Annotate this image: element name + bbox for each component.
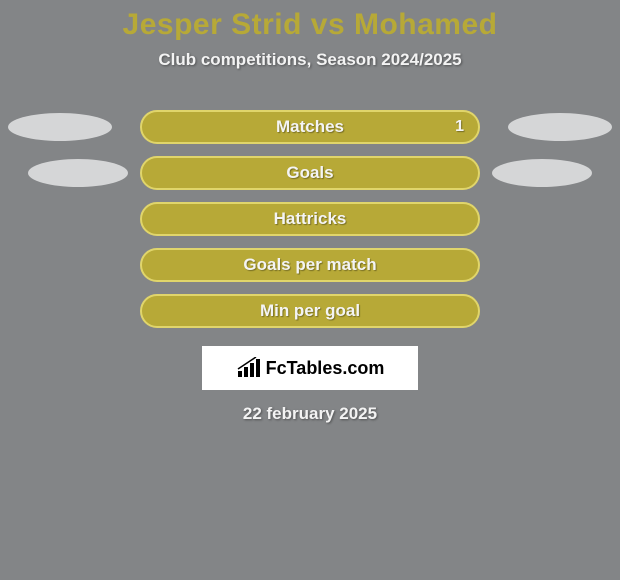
stat-row: Matches 1 bbox=[0, 110, 620, 144]
stat-row: Hattricks bbox=[0, 202, 620, 236]
page-title: Jesper Strid vs Mohamed bbox=[0, 0, 620, 42]
stat-row: Min per goal bbox=[0, 294, 620, 328]
stat-label: Goals bbox=[286, 163, 333, 183]
stat-label: Min per goal bbox=[260, 301, 360, 321]
logo-badge: FcTables.com bbox=[202, 346, 418, 390]
stat-bar: Goals per match bbox=[140, 248, 480, 282]
stat-label: Matches bbox=[276, 117, 344, 137]
date-text: 22 february 2025 bbox=[0, 404, 620, 424]
stat-bar: Min per goal bbox=[140, 294, 480, 328]
stat-label: Goals per match bbox=[243, 255, 376, 275]
stat-bar: Hattricks bbox=[140, 202, 480, 236]
left-ellipse bbox=[28, 159, 128, 187]
stat-row: Goals bbox=[0, 156, 620, 190]
stat-label: Hattricks bbox=[274, 209, 347, 229]
stat-row: Goals per match bbox=[0, 248, 620, 282]
stat-bar: Goals bbox=[140, 156, 480, 190]
stats-card: Jesper Strid vs Mohamed Club competition… bbox=[0, 0, 620, 580]
stat-value: 1 bbox=[455, 118, 464, 136]
subtitle: Club competitions, Season 2024/2025 bbox=[0, 50, 620, 70]
stat-bar: Matches 1 bbox=[140, 110, 480, 144]
right-ellipse bbox=[492, 159, 592, 187]
right-ellipse bbox=[508, 113, 612, 141]
stat-rows: Matches 1 Goals Hattricks Goals per match Min… bbox=[0, 110, 620, 328]
logo-chart-icon bbox=[236, 357, 262, 379]
left-ellipse bbox=[8, 113, 112, 141]
logo-text: FcTables.com bbox=[266, 358, 385, 379]
